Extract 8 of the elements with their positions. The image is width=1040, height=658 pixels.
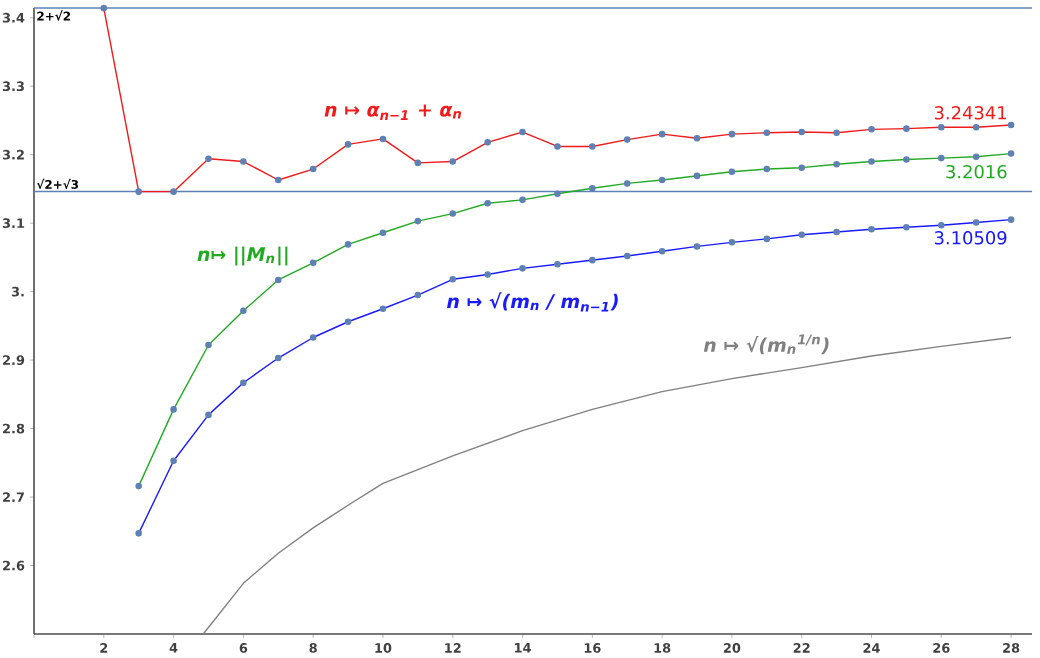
series-label: n ↦ α$_{n−1}$ + α$_{n}$ — [324, 104, 462, 120]
data-label: 3.24341 — [934, 106, 1007, 120]
series-label: n ↦ √(m$_{n}$ / m$_{n−1}$) — [447, 292, 618, 312]
data-label: 3.2016 — [946, 164, 1007, 179]
series-label: n↦ ||M$_{n}$|| — [197, 246, 288, 266]
line-series — [202, 336, 1012, 635]
series-label: n ↦ √(m$_{n}$$^{1/n}$) — [703, 334, 829, 355]
data-label: 3.10509 — [934, 231, 1007, 245]
